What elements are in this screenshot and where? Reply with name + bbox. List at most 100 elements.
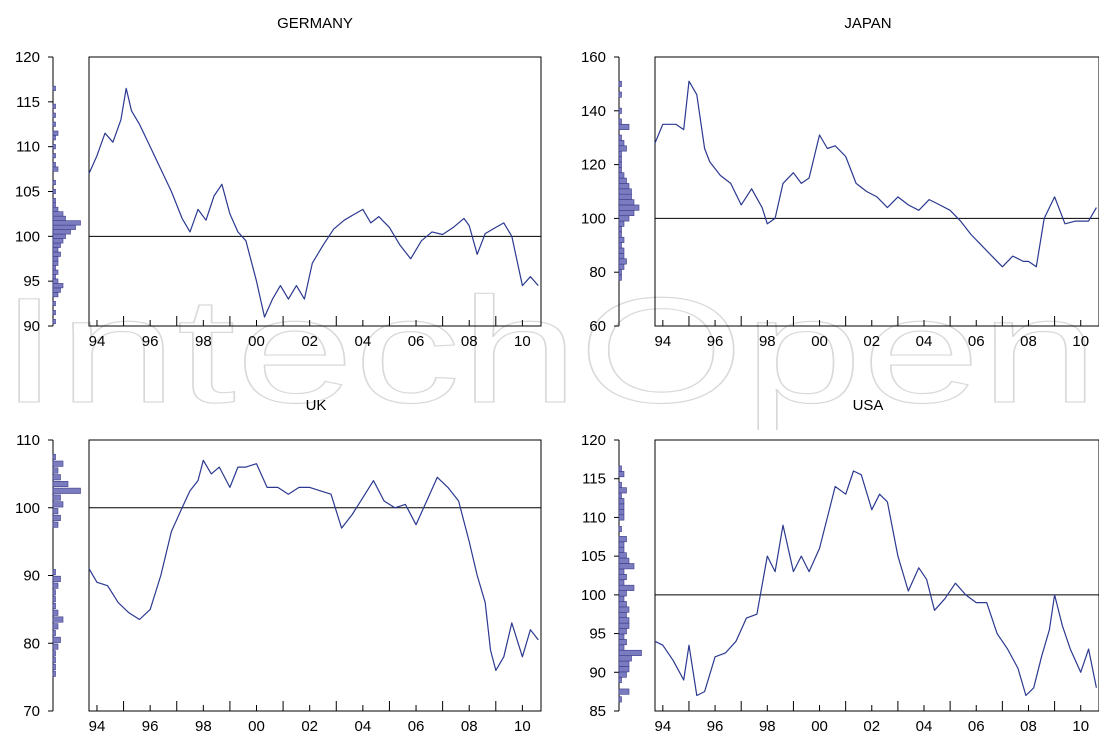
histogram-bar: [618, 644, 625, 651]
histogram-bar: [618, 628, 627, 635]
histogram-bar: [52, 514, 61, 521]
panel-title: USA: [853, 397, 884, 414]
y-tick-label: 90: [23, 318, 40, 335]
histogram-bar: [52, 501, 64, 508]
histogram: [52, 453, 81, 677]
histogram-bar: [618, 579, 625, 586]
histogram-bar: [618, 471, 625, 478]
histogram-bar: [52, 274, 56, 280]
histogram-bar: [618, 660, 630, 667]
histogram-bar: [52, 663, 56, 670]
histogram: [618, 80, 640, 281]
panel-usa: USA 85 90 95 100 105 110 115 120 94 96 98 00 02 04 06 08…: [581, 397, 1099, 734]
panel-japan: JAPAN 60 80 100 120 140 160 94 96 98 00 02 04 06 08 10: [581, 15, 1099, 350]
x-tick-label: 10: [514, 333, 531, 350]
panel-uk: UK 70 80 90 100 110 94 96 98 00 02 04 06 08 10: [15, 397, 542, 734]
histogram-bar: [52, 467, 59, 474]
histogram-bar: [618, 107, 622, 114]
x-tick-label: 94: [89, 718, 106, 734]
x-tick-label: 04: [916, 333, 933, 350]
histogram-bar: [618, 649, 642, 656]
histogram-bar: [618, 639, 627, 646]
panel-title: GERMANY: [277, 15, 353, 32]
histogram-bar: [52, 494, 61, 501]
series-line: [654, 470, 1097, 697]
histogram-bar: [618, 177, 627, 184]
x-tick-label: 06: [968, 718, 985, 734]
histogram-bar: [52, 474, 61, 481]
histogram-bar: [52, 301, 56, 307]
x-tick-label: 96: [707, 718, 724, 734]
histogram-bar: [52, 508, 59, 515]
histogram-bar: [618, 161, 622, 168]
histogram-bar: [52, 623, 59, 630]
x-tick-label: 94: [89, 333, 106, 350]
x-tick-label: 98: [195, 333, 212, 350]
x-tick-label: 98: [759, 333, 776, 350]
histogram-bar: [52, 135, 56, 141]
histogram-bar: [52, 166, 59, 172]
histogram-bar: [52, 318, 56, 325]
histogram-bar: [618, 140, 625, 147]
histogram-bar: [52, 616, 64, 623]
histogram-bar: [618, 199, 635, 206]
histogram-bar: [52, 211, 64, 217]
y-tick-label: 80: [23, 635, 40, 652]
histogram-bar: [618, 226, 622, 233]
histogram-bar: [618, 118, 622, 125]
x-tick-label: 02: [863, 333, 880, 350]
histogram-bar: [52, 188, 56, 195]
y-tick-label: 105: [15, 184, 40, 201]
x-tick-label: 96: [142, 333, 159, 350]
histogram-bar: [52, 287, 61, 293]
plot-frame: [88, 56, 542, 327]
x-tick-label: 00: [811, 718, 828, 734]
histogram-bar: [52, 220, 81, 226]
x-tick-label: 00: [811, 333, 828, 350]
histogram-bar: [618, 91, 622, 98]
histogram-bar: [618, 150, 622, 157]
histogram-bar: [52, 521, 59, 528]
histogram-bar: [52, 487, 81, 494]
y-tick-label: 105: [581, 548, 606, 565]
y-tick-label: 160: [581, 49, 606, 66]
x-tick-label: 10: [514, 718, 531, 734]
plot-frame: [88, 439, 542, 712]
plot-frame: [654, 439, 1099, 712]
histogram-bar: [618, 247, 625, 254]
histogram-bar: [618, 183, 630, 190]
histogram-bar: [618, 590, 627, 597]
histogram-bar: [52, 251, 61, 257]
histogram-bar: [618, 557, 630, 564]
histogram-bar: [52, 310, 56, 316]
y-tick-label: 70: [23, 703, 40, 720]
histogram-bar: [52, 596, 56, 603]
histogram-bar: [52, 153, 56, 159]
histogram-bar: [618, 156, 622, 163]
histogram-bar: [52, 602, 56, 609]
histogram-bar: [618, 172, 625, 179]
histogram-bar: [618, 633, 625, 640]
histogram-bar: [618, 498, 625, 505]
histogram-bar: [618, 274, 622, 281]
histogram-bar: [52, 202, 56, 208]
histogram-bar: [52, 260, 59, 266]
histogram-bar: [52, 162, 56, 168]
histogram-bar: [618, 263, 625, 270]
y-tick-label: 85: [589, 703, 606, 720]
histogram-bar: [52, 575, 61, 582]
y-tick-label: 110: [582, 509, 606, 526]
y-tick-label: 110: [16, 432, 40, 449]
histogram-bar: [618, 123, 630, 130]
panel-title: JAPAN: [844, 15, 891, 32]
histogram-bar: [52, 242, 61, 248]
x-tick-label: 94: [654, 718, 671, 734]
histogram-bar: [52, 103, 56, 109]
histogram-bar: [618, 134, 622, 141]
histogram-bar: [52, 265, 56, 271]
histogram-bar: [618, 465, 622, 472]
plot-frame: [654, 56, 1099, 327]
x-tick-label: 04: [916, 718, 933, 734]
series-line: [654, 80, 1097, 268]
x-tick-label: 00: [248, 333, 265, 350]
